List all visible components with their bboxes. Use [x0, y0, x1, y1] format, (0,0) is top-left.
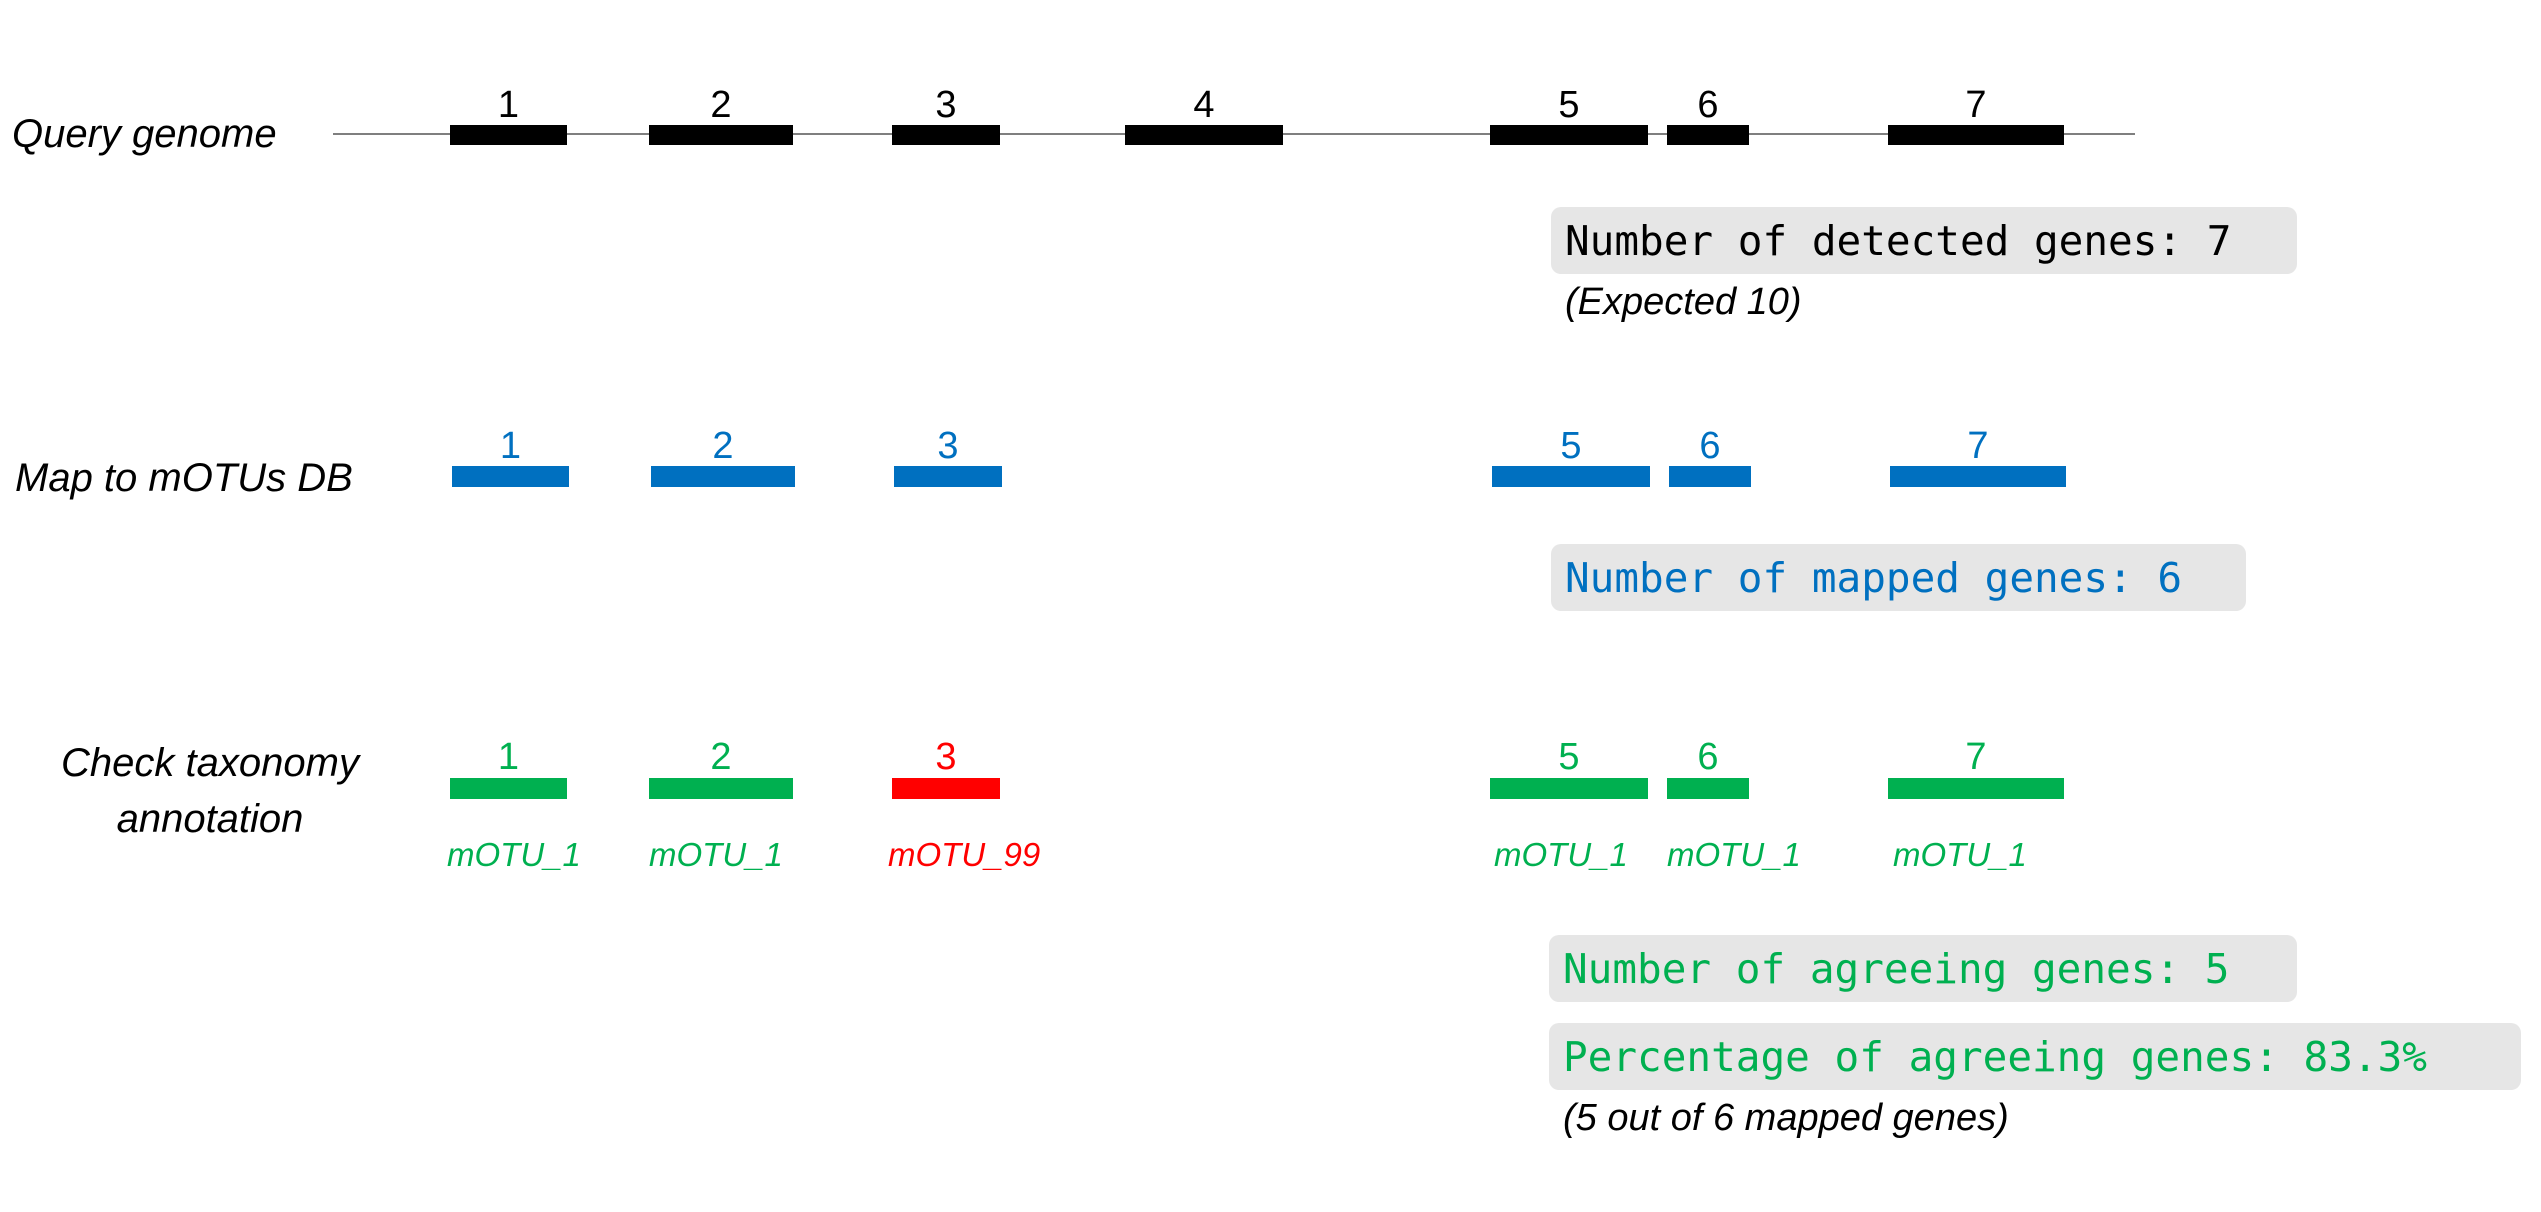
taxonomy-gene-3-bar — [892, 778, 1000, 799]
percentage-agreeing-text: Percentage of agreeing genes: 83.3% — [1563, 1032, 2427, 1081]
mapped-gene-2-bar — [651, 466, 795, 487]
mapped-gene-1-label: 1 — [499, 425, 522, 467]
taxonomy-gene-6-label: 6 — [1697, 736, 1719, 778]
mapped-gene-2-label: 2 — [712, 425, 734, 467]
taxonomy-gene-7-label: 7 — [1965, 736, 1987, 778]
taxonomy-gene-1-motu-annotation: mOTU_1 — [447, 836, 581, 873]
taxonomy-gene-5-bar — [1490, 778, 1648, 799]
mapped-gene-5-bar — [1492, 466, 1650, 487]
mapped-gene-5-label: 5 — [1560, 425, 1582, 467]
row-label-line-2: annotation — [116, 797, 304, 841]
row-label-check-taxonomy: Check taxonomy annotation — [40, 735, 380, 847]
taxonomy-gene-7-motu-annotation: mOTU_1 — [1893, 836, 2027, 873]
mapped-gene-6-bar — [1669, 466, 1751, 487]
mapped-genes-box: Number of mapped genes: 6 — [1551, 544, 2246, 611]
query-gene-1-bar — [450, 125, 567, 145]
query-gene-4-bar — [1125, 125, 1283, 145]
query-gene-2-label: 2 — [710, 84, 732, 126]
taxonomy-gene-2-label: 2 — [710, 736, 732, 778]
taxonomy-gene-7-bar — [1888, 778, 2064, 799]
taxonomy-gene-1-label: 1 — [497, 736, 520, 778]
percentage-agreeing-box: Percentage of agreeing genes: 83.3% — [1549, 1023, 2521, 1090]
mapped-gene-7-label: 7 — [1967, 425, 1989, 467]
query-gene-2-bar — [649, 125, 793, 145]
detected-genes-text: Number of detected genes: 7 — [1565, 216, 2232, 265]
row-label-line-1: Check taxonomy — [61, 741, 359, 785]
detected-genes-box: Number of detected genes: 7 — [1551, 207, 2297, 274]
query-gene-6-bar — [1667, 125, 1749, 145]
mapped-gene-3-bar — [894, 466, 1002, 487]
row-label-map-to-motus-db: Map to mOTUs DB — [15, 456, 353, 500]
query-gene-3-bar — [892, 125, 1000, 145]
taxonomy-gene-3-label: 3 — [935, 736, 957, 778]
query-gene-7-label: 7 — [1965, 84, 1987, 126]
mapped-genes-text: Number of mapped genes: 6 — [1565, 553, 2183, 602]
agreeing-genes-text: Number of agreeing genes: 5 — [1563, 944, 2230, 993]
taxonomy-gene-6-bar — [1667, 778, 1749, 799]
query-gene-5-label: 5 — [1558, 84, 1580, 126]
mapped-gene-6-label: 6 — [1699, 425, 1721, 467]
query-gene-6-label: 6 — [1697, 84, 1719, 126]
query-gene-4-label: 4 — [1193, 84, 1215, 126]
query-gene-3-label: 3 — [935, 84, 957, 126]
percentage-note: (5 out of 6 mapped genes) — [1563, 1097, 2009, 1139]
query-gene-1-label: 1 — [497, 84, 520, 126]
taxonomy-gene-5-motu-annotation: mOTU_1 — [1494, 836, 1628, 873]
taxonomy-gene-2-bar — [649, 778, 793, 799]
taxonomy-gene-5-label: 5 — [1558, 736, 1580, 778]
taxonomy-gene-1-bar — [450, 778, 567, 799]
expected-note: (Expected 10) — [1565, 281, 1802, 323]
query-gene-7-bar — [1888, 125, 2064, 145]
mapped-gene-7-bar — [1890, 466, 2066, 487]
taxonomy-gene-2-motu-annotation: mOTU_1 — [649, 836, 783, 873]
query-gene-5-bar — [1490, 125, 1648, 145]
taxonomy-gene-3-motu-annotation: mOTU_99 — [888, 836, 1041, 873]
row-label-query-genome: Query genome — [12, 112, 277, 156]
mapped-gene-1-bar — [452, 466, 569, 487]
taxonomy-gene-6-motu-annotation: mOTU_1 — [1667, 836, 1801, 873]
agreeing-genes-box: Number of agreeing genes: 5 — [1549, 935, 2297, 1002]
mapped-gene-3-label: 3 — [937, 425, 959, 467]
